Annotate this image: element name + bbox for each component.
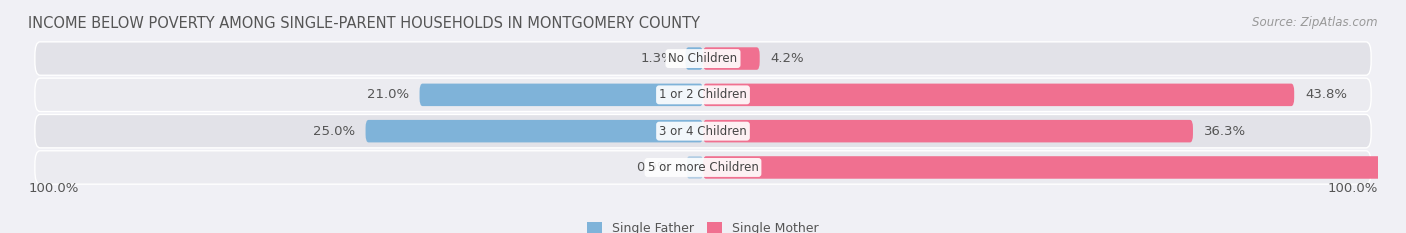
Text: 25.0%: 25.0%	[312, 125, 354, 138]
Text: 36.3%: 36.3%	[1204, 125, 1246, 138]
FancyBboxPatch shape	[366, 120, 703, 142]
Text: INCOME BELOW POVERTY AMONG SINGLE-PARENT HOUSEHOLDS IN MONTGOMERY COUNTY: INCOME BELOW POVERTY AMONG SINGLE-PARENT…	[28, 16, 700, 31]
FancyBboxPatch shape	[419, 84, 703, 106]
Text: 3 or 4 Children: 3 or 4 Children	[659, 125, 747, 138]
FancyBboxPatch shape	[686, 47, 703, 70]
Text: 1 or 2 Children: 1 or 2 Children	[659, 88, 747, 101]
FancyBboxPatch shape	[703, 47, 759, 70]
FancyBboxPatch shape	[703, 120, 1192, 142]
FancyBboxPatch shape	[686, 156, 703, 179]
Text: 5 or more Children: 5 or more Children	[648, 161, 758, 174]
FancyBboxPatch shape	[35, 78, 1371, 112]
Text: 100.0%: 100.0%	[1327, 182, 1378, 195]
FancyBboxPatch shape	[35, 114, 1371, 148]
Text: 1.3%: 1.3%	[641, 52, 675, 65]
Text: Source: ZipAtlas.com: Source: ZipAtlas.com	[1253, 16, 1378, 29]
Text: No Children: No Children	[668, 52, 738, 65]
Text: 0.0%: 0.0%	[636, 161, 669, 174]
Text: 43.8%: 43.8%	[1305, 88, 1347, 101]
Text: 4.2%: 4.2%	[770, 52, 804, 65]
Text: 21.0%: 21.0%	[367, 88, 409, 101]
FancyBboxPatch shape	[35, 151, 1371, 184]
FancyBboxPatch shape	[703, 156, 1406, 179]
Text: 100.0%: 100.0%	[28, 182, 79, 195]
Legend: Single Father, Single Mother: Single Father, Single Mother	[588, 222, 818, 233]
FancyBboxPatch shape	[35, 42, 1371, 75]
FancyBboxPatch shape	[703, 84, 1294, 106]
